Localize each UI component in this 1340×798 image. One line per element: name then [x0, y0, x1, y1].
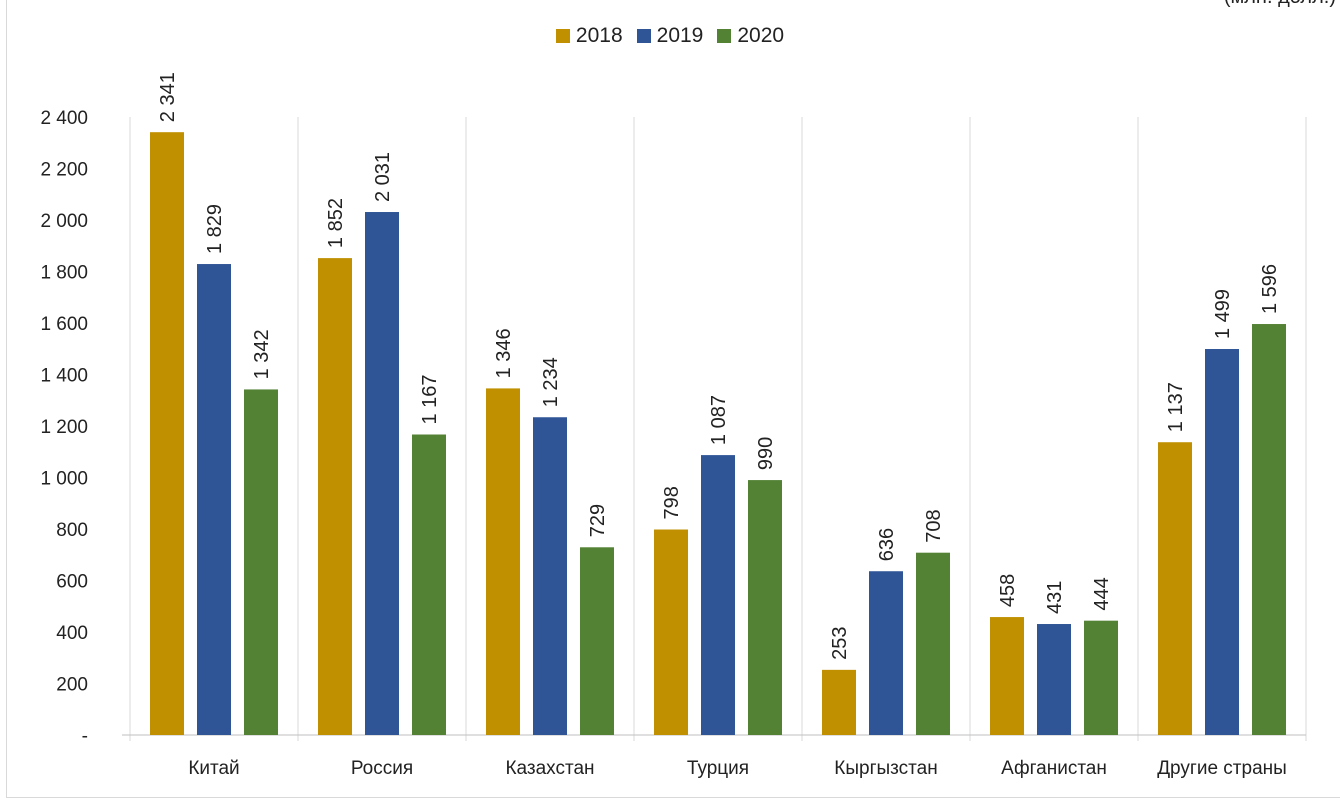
x-category-label: Другие страны — [1157, 758, 1287, 779]
legend-item-2020: 2020 — [717, 24, 784, 48]
bar-2018 — [1158, 442, 1192, 735]
y-tick-label: 1 400 — [40, 366, 88, 387]
bar-2020 — [580, 547, 614, 735]
bar-2020 — [916, 552, 950, 735]
bar-2020 — [412, 434, 446, 735]
bar-2020 — [244, 389, 278, 735]
legend-item-2018: 2018 — [555, 24, 623, 48]
x-category-label: Россия — [351, 758, 413, 779]
data-label-2020: 1 167 — [419, 374, 441, 424]
bar-2019 — [197, 264, 231, 735]
bar-2020 — [748, 480, 782, 735]
y-tick-label: 1 200 — [40, 417, 88, 438]
y-tick-label: 400 — [56, 623, 88, 644]
data-label-2019: 1 829 — [204, 204, 226, 254]
x-category-label: Кыргызстан — [834, 758, 937, 779]
legend-swatch-2018 — [555, 29, 570, 43]
bar-2019 — [869, 571, 903, 735]
data-label-2018: 458 — [997, 574, 1019, 607]
legend-label-2018: 2018 — [575, 24, 623, 47]
bar-2018 — [990, 617, 1024, 735]
data-label-2018: 253 — [829, 626, 851, 659]
y-tick-label: 200 — [56, 675, 88, 696]
y-tick-label: 1 600 — [40, 314, 88, 335]
data-label-2018: 1 137 — [1165, 382, 1187, 432]
chart-legend: 2018 2019 2020 — [0, 24, 1340, 48]
bar-2019 — [365, 212, 399, 735]
bar-2018 — [150, 132, 184, 735]
data-label-2019: 1 234 — [540, 357, 562, 407]
y-tick-label: 600 — [56, 572, 88, 593]
bar-2018 — [318, 258, 352, 735]
bar-2019 — [533, 417, 567, 735]
y-tick-label: 800 — [56, 520, 88, 541]
y-tick-label: 2 000 — [40, 211, 88, 232]
legend-swatch-2020 — [717, 29, 732, 43]
data-label-2019: 636 — [876, 528, 898, 561]
bar-2020 — [1084, 620, 1118, 735]
data-label-2019: 1 499 — [1212, 289, 1234, 339]
data-label-2020: 729 — [587, 504, 609, 537]
data-label-2019: 2 031 — [372, 152, 394, 202]
data-label-2018: 1 852 — [325, 198, 347, 248]
data-label-2020: 1 342 — [251, 329, 273, 379]
data-label-2019: 1 087 — [708, 395, 730, 445]
legend-label-2019: 2019 — [656, 24, 704, 47]
data-label-2019: 431 — [1044, 581, 1066, 614]
bar-2018 — [486, 388, 520, 735]
x-category-label: Китай — [188, 758, 239, 779]
legend-label-2020: 2020 — [737, 24, 785, 47]
bar-2019 — [1037, 624, 1071, 735]
y-tick-label: 2 400 — [40, 108, 88, 129]
data-label-2018: 1 346 — [493, 328, 515, 378]
data-label-2020: 990 — [755, 437, 777, 470]
data-label-2018: 798 — [661, 486, 683, 519]
x-category-label: Казахстан — [505, 758, 594, 779]
legend-item-2019: 2019 — [636, 24, 704, 48]
y-tick-label: 1 800 — [40, 263, 88, 284]
data-label-2020: 444 — [1091, 577, 1113, 610]
x-category-label: Турция — [687, 758, 749, 779]
legend-swatch-2019 — [636, 29, 651, 43]
data-label-2018: 2 341 — [157, 72, 179, 122]
y-tick-label: 2 200 — [40, 160, 88, 181]
bar-2018 — [822, 669, 856, 735]
bar-2019 — [1205, 349, 1239, 735]
bar-2018 — [654, 529, 688, 735]
data-label-2020: 1 596 — [1259, 264, 1281, 314]
x-category-label: Афганистан — [1001, 758, 1107, 779]
bar-2020 — [1252, 324, 1286, 735]
y-tick-label: 1 000 — [40, 469, 88, 490]
y-tick-label: - — [82, 726, 88, 747]
bar-2019 — [701, 455, 735, 735]
data-label-2020: 708 — [923, 509, 945, 542]
units-note: (млн. долл.) — [1224, 0, 1336, 9]
